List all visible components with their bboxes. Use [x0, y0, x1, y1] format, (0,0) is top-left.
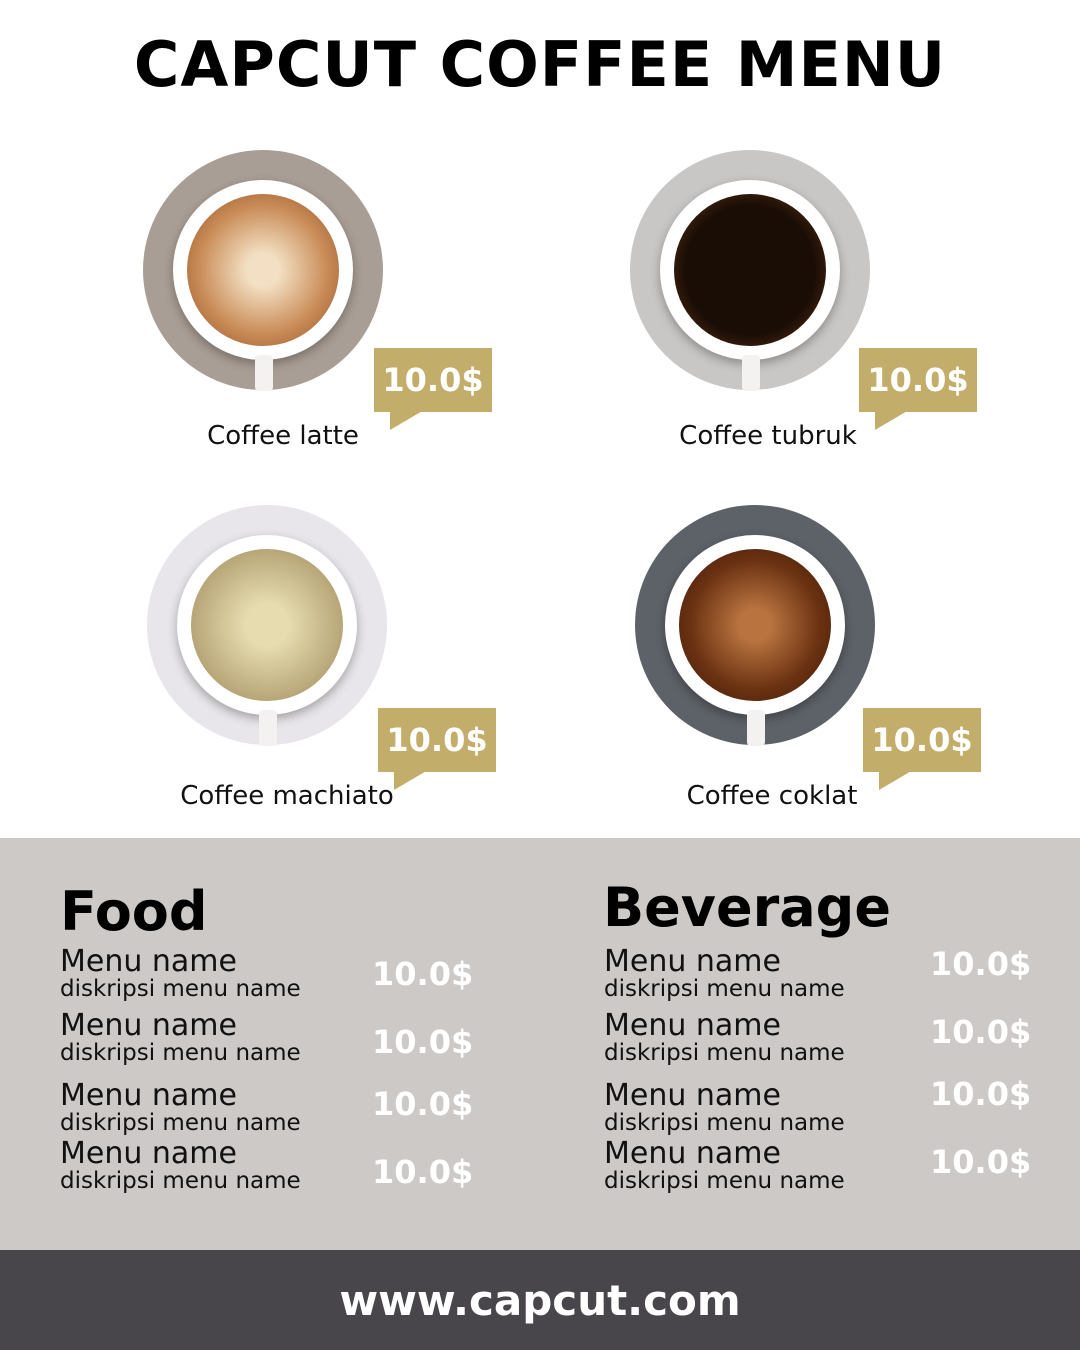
beverage-item: Menu name diskripsi menu name	[604, 1136, 845, 1194]
coffee-latte-image	[143, 150, 383, 391]
price-tag: 10.0$	[378, 708, 496, 790]
beverage-price: 10.0$	[930, 1143, 1032, 1181]
menu-list-section	[0, 838, 1080, 1250]
coffee-coklat-image	[635, 505, 875, 746]
price-tag: 10.0$	[863, 708, 981, 790]
product-label: Coffee latte	[207, 421, 359, 451]
food-price: 10.0$	[372, 1023, 474, 1061]
beverage-item: Menu name diskripsi menu name	[604, 1008, 845, 1066]
product-label: Coffee tubruk	[679, 421, 857, 451]
food-item: Menu name diskripsi menu name	[60, 1078, 301, 1136]
food-price: 10.0$	[372, 955, 474, 993]
product-label: Coffee coklat	[686, 781, 858, 811]
beverage-item: Menu name diskripsi menu name	[604, 944, 845, 1002]
beverage-price: 10.0$	[930, 945, 1032, 983]
food-price: 10.0$	[372, 1153, 474, 1191]
food-item: Menu name diskripsi menu name	[60, 944, 301, 1002]
food-price: 10.0$	[372, 1085, 474, 1123]
food-item: Menu name diskripsi menu name	[60, 1136, 301, 1194]
price-tag: 10.0$	[859, 348, 977, 430]
coffee-machiato-image	[147, 505, 387, 746]
coffee-tubruk-image	[630, 150, 870, 391]
product-label: Coffee machiato	[180, 781, 394, 811]
beverage-item: Menu name diskripsi menu name	[604, 1078, 845, 1136]
beverage-price: 10.0$	[930, 1013, 1032, 1051]
beverage-heading: Beverage	[603, 876, 891, 939]
food-heading: Food	[60, 880, 208, 943]
footer: www.capcut.com	[0, 1250, 1080, 1350]
beverage-price: 10.0$	[930, 1075, 1032, 1113]
website-link[interactable]: www.capcut.com	[339, 1275, 741, 1325]
page-title: CAPCUT COFFEE MENU	[133, 28, 947, 101]
food-item: Menu name diskripsi menu name	[60, 1008, 301, 1066]
price-tag: 10.0$	[374, 348, 492, 430]
